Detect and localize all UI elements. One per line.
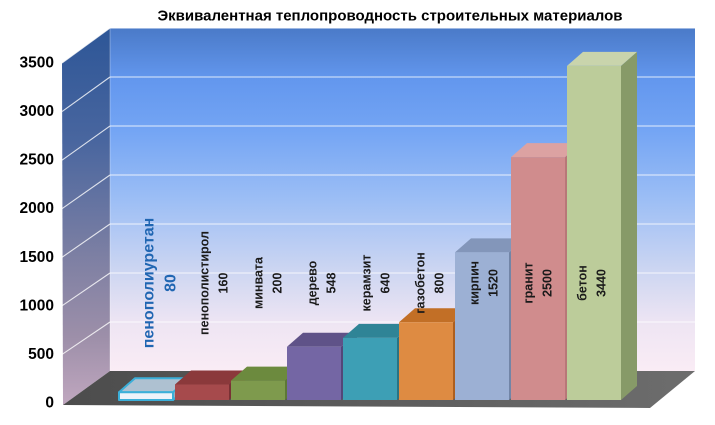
bar-category-label: бетон (576, 265, 590, 301)
bar-value-label: 640 (379, 273, 393, 294)
bar-column-1 (118, 377, 190, 401)
bar-front-face (118, 391, 174, 401)
bar-category-label: кирпич (468, 261, 482, 305)
chart-title: Эквивалентная теплопроводность строитель… (157, 8, 622, 25)
bar-value-label: 2500 (541, 269, 555, 297)
grid-line-side (61, 27, 111, 64)
grid-line-side (61, 223, 111, 258)
bar-front-face (175, 384, 229, 400)
bar-category-label: дерево (306, 260, 320, 305)
grid-line-side (61, 321, 111, 355)
bar-value-label: 1520 (487, 269, 501, 297)
y-tick-label: 0 (45, 395, 54, 412)
grid-line-side (61, 76, 111, 113)
bar-front-face (399, 322, 453, 400)
bar-labels-layer: пенополиуретан 80 пенополистирол 160 минвата… (141, 218, 609, 349)
bar-category-label: пенополистирол (198, 231, 212, 335)
bar-column-9 (567, 51, 637, 400)
bar-front-face (287, 346, 341, 400)
bar-front-face (511, 157, 565, 400)
bar-front-face (455, 252, 509, 400)
grid-line-side (61, 125, 111, 161)
bar-top-face (399, 308, 469, 323)
y-tick-label: 2500 (20, 152, 54, 169)
bar-value-label: 3440 (595, 269, 609, 297)
bar-top-face (343, 323, 413, 338)
y-tick-label: 2000 (20, 200, 54, 217)
grid-line-side (61, 174, 111, 210)
bar-category-label: минвата (252, 256, 266, 309)
side-wall (62, 28, 110, 405)
y-tick-label: 500 (28, 346, 54, 363)
bar-front-face (343, 337, 397, 400)
y-tick-label: 3500 (20, 55, 54, 72)
grid-line-side (61, 272, 111, 307)
bar-category-label: пенополиуретан (141, 218, 158, 349)
bar-top-face (287, 332, 357, 347)
bar-top-face (567, 51, 637, 66)
bar-front-face (231, 380, 285, 400)
bar-side-face (621, 51, 637, 400)
y-tick-label: 1000 (20, 297, 54, 314)
bar-top-face (511, 143, 581, 158)
bar-value-label: 800 (433, 273, 447, 294)
y-axis-ticks-layer: 0 500 1000 1500 2000 2500 3000 3500 (20, 55, 54, 412)
bar-top-face (231, 366, 301, 381)
bar-category-label: газобетон (414, 252, 428, 314)
y-tick-label: 3000 (20, 103, 54, 120)
bar-value-label: 548 (325, 273, 339, 294)
bars-layer (118, 51, 637, 401)
bar-front-face (567, 65, 621, 400)
bar-value-label: 200 (271, 273, 285, 294)
bar-top-face (455, 238, 525, 253)
bar-category-label: керамзит (360, 255, 374, 312)
y-tick-label: 1500 (20, 249, 54, 266)
bar-top-face (175, 370, 245, 385)
bar-value-label: 160 (217, 273, 231, 294)
bar-category-label: гранит (522, 262, 536, 303)
bar-value-label: 80 (163, 274, 180, 292)
